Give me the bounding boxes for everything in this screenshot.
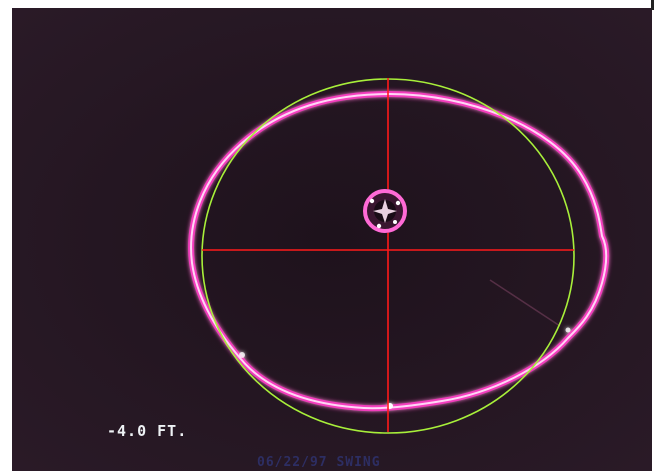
inspection-video-view: -4.0 FT. 06/22/97 SWING <box>12 8 652 471</box>
right-margin <box>652 0 658 473</box>
window-edge-marker <box>651 0 654 10</box>
inspection-overlay <box>12 8 652 471</box>
center-target-icon <box>363 189 407 233</box>
date-caption: 06/22/97 SWING <box>257 455 381 470</box>
video-background <box>12 8 652 471</box>
depth-readout: -4.0 FT. <box>107 422 188 440</box>
debris-streak <box>489 279 561 327</box>
